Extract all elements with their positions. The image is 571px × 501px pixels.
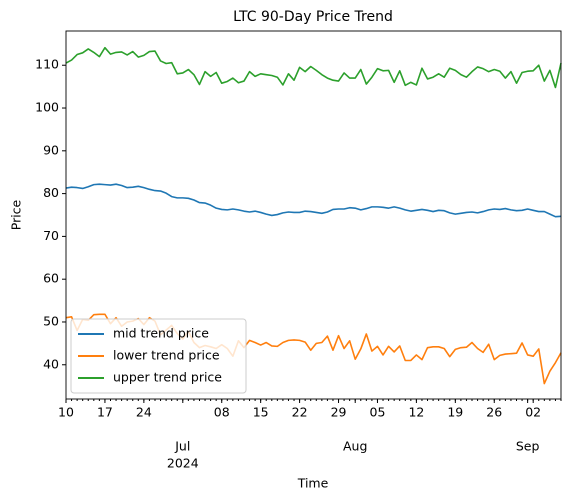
x-month-label: Sep xyxy=(516,439,540,454)
y-axis-label: Price xyxy=(9,199,24,230)
x-month-label: Aug xyxy=(343,439,367,454)
x-tick-label: 12 xyxy=(408,405,424,420)
x-tick-label: 02 xyxy=(525,405,541,420)
x-axis-label: Time xyxy=(297,476,329,491)
x-tick-label: 17 xyxy=(97,405,113,420)
y-tick-label: 50 xyxy=(43,313,59,328)
legend-label: upper trend price xyxy=(113,370,222,385)
chart-title: LTC 90-Day Price Trend xyxy=(233,9,393,25)
x-tick-label: 26 xyxy=(486,405,502,420)
y-tick-label: 90 xyxy=(43,142,59,157)
y-tick-label: 70 xyxy=(43,228,59,243)
x-tick-label: 22 xyxy=(292,405,308,420)
y-tick-label: 80 xyxy=(43,185,59,200)
x-tick-label: 08 xyxy=(214,405,230,420)
x-tick-label: 29 xyxy=(331,405,347,420)
x-tick-label: 15 xyxy=(253,405,269,420)
plot-frame xyxy=(65,30,562,400)
line-series xyxy=(65,46,562,89)
y-tick-label: 110 xyxy=(35,57,59,72)
legend-label: lower trend price xyxy=(113,348,220,363)
y-tick-label: 60 xyxy=(43,271,59,286)
x-tick-label: 10 xyxy=(58,405,74,420)
x-month-label: Jul xyxy=(174,439,190,454)
legend-label: mid trend price xyxy=(113,326,209,341)
x-tick-label: 05 xyxy=(370,405,386,420)
y-tick-label: 40 xyxy=(43,356,59,371)
legend-box xyxy=(70,318,247,394)
x-tick-label: 19 xyxy=(447,405,463,420)
x-year-label: 2024 xyxy=(167,456,199,471)
line-series xyxy=(65,183,562,218)
x-tick-label: 24 xyxy=(136,405,152,420)
y-tick-label: 100 xyxy=(35,100,59,115)
